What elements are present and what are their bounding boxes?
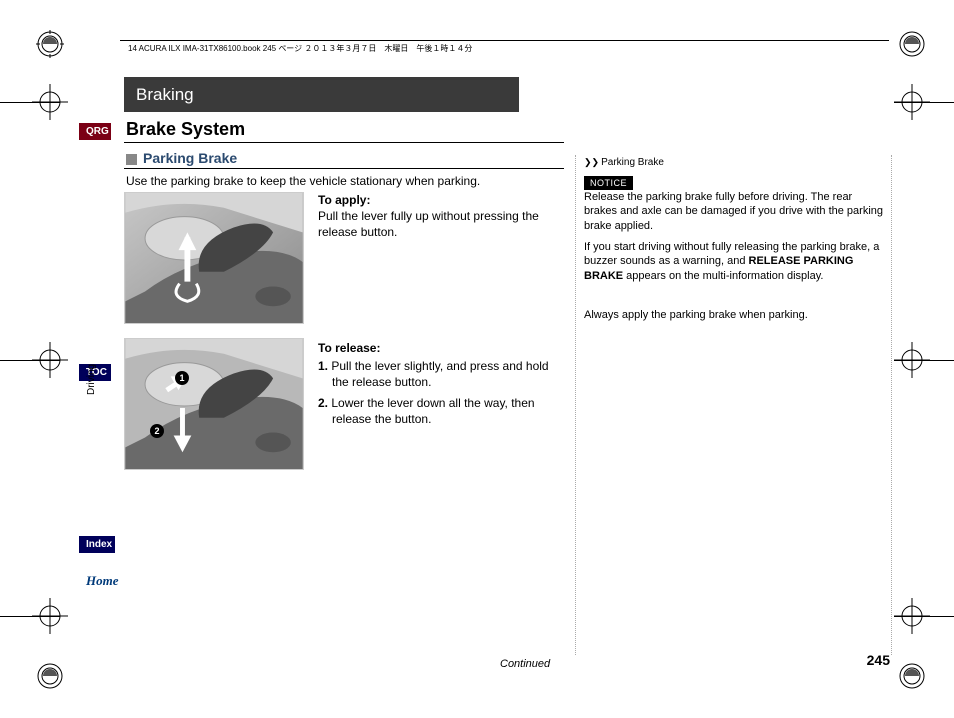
release-step-2: 2. Lower the lever down all the way, the… <box>318 395 564 427</box>
rule <box>124 168 564 169</box>
illustration-release: 1 2 <box>124 338 304 470</box>
apply-block: To apply: Pull the lever fully up withou… <box>318 192 564 241</box>
step-marker-2: 2 <box>150 424 164 438</box>
nav-home[interactable]: Home <box>79 570 126 592</box>
notice-badge: NOTICE <box>584 176 633 190</box>
intro-text: Use the parking brake to keep the vehicl… <box>126 174 480 188</box>
sidebar-heading: ❯❯Parking Brake <box>584 157 664 168</box>
chapter-banner: Braking <box>124 77 519 112</box>
release-heading: To release: <box>318 340 564 356</box>
header-file-info: 14 ACURA ILX IMA-31TX86100.book 245 ページ … <box>128 43 472 54</box>
reg-mark-br <box>898 662 926 690</box>
reg-mark-tl <box>36 30 64 58</box>
release-step-1: 1. Pull the lever slightly, and press an… <box>318 358 564 390</box>
rule <box>124 142 564 143</box>
apply-heading: To apply: <box>318 192 564 208</box>
step-marker-1: 1 <box>175 371 189 385</box>
sidebar-divider-right <box>891 155 892 655</box>
release-block: To release: 1. Pull the lever slightly, … <box>318 340 564 431</box>
nav-qrg[interactable]: QRG <box>79 123 111 140</box>
continued-label: Continued <box>500 658 550 670</box>
reg-mark-tr <box>898 30 926 58</box>
notice-paragraph-2: If you start driving without fully relea… <box>584 240 884 283</box>
header-rule <box>120 40 889 41</box>
square-bullet-icon <box>126 154 137 165</box>
sidebar-divider <box>575 155 576 655</box>
apply-body: Pull the lever fully up without pressing… <box>318 209 539 239</box>
page-number: 245 <box>867 652 890 668</box>
illustration-apply <box>124 192 304 324</box>
side-section-label: Driving <box>86 364 97 395</box>
reg-mark-bl <box>36 662 64 690</box>
chevron-icon: ❯❯ <box>584 157 599 167</box>
section-title: Brake System <box>126 119 245 140</box>
subsection-text: Parking Brake <box>143 150 237 166</box>
nav-index[interactable]: Index <box>79 536 115 553</box>
notice-paragraph-3: Always apply the parking brake when park… <box>584 308 884 322</box>
notice-paragraph-1: Release the parking brake fully before d… <box>584 190 884 233</box>
subsection-heading: Parking Brake <box>126 150 237 166</box>
